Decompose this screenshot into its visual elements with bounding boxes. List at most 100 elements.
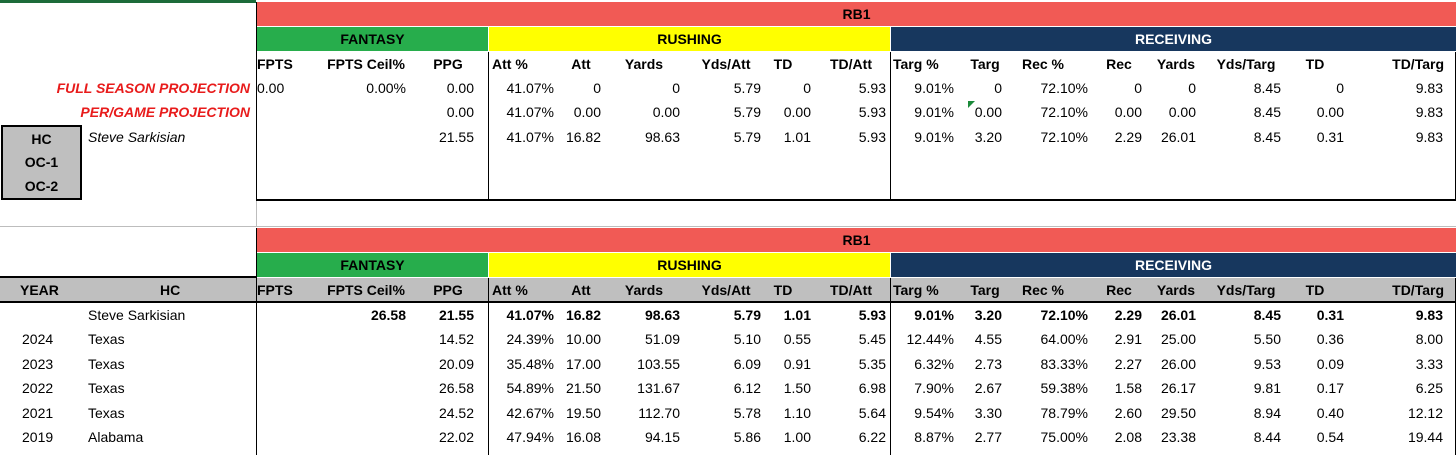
cell-targ: 0 bbox=[994, 80, 1002, 96]
cell-td-per-targ: 12.12 bbox=[1407, 404, 1443, 421]
cell-att: 10.00 bbox=[565, 331, 601, 348]
cell-targ-pct: 6.32% bbox=[914, 355, 954, 372]
cell-yards: 25.00 bbox=[1160, 331, 1196, 348]
cell-rec-pct: 72.10% bbox=[1040, 104, 1088, 120]
cell-td-per-targ: 9.83 bbox=[1415, 129, 1443, 145]
cell-td-per-att: 6.98 bbox=[858, 380, 886, 397]
bottom-position-title: RB1 bbox=[257, 228, 1456, 252]
cell-yards: 26.01 bbox=[1160, 307, 1196, 323]
per-game-projection-label: PER/GAME PROJECTION bbox=[80, 104, 250, 120]
cell-targ: 2.77 bbox=[974, 429, 1002, 445]
cell-yards: 23.38 bbox=[1160, 429, 1196, 445]
cell-td-per-att: 5.93 bbox=[858, 307, 886, 323]
col-header-fpts-ceilpct: FPTS Ceil% bbox=[327, 56, 405, 72]
bottom-rushing-header: RUSHING bbox=[489, 253, 890, 277]
cell-td-per-att: 5.93 bbox=[858, 129, 886, 145]
cell-targ: 3.20 bbox=[974, 307, 1002, 323]
cell-yds-per-att: 6.09 bbox=[733, 355, 761, 372]
col-header-targ: Targ bbox=[970, 282, 1000, 298]
col-header-ppg: PPG bbox=[433, 56, 463, 72]
cell-targ: 4.55 bbox=[974, 331, 1002, 348]
cell-yards: 0.00 bbox=[1168, 104, 1196, 120]
cell-yards: 26.01 bbox=[1160, 129, 1196, 145]
cell-yds-per-att: 5.79 bbox=[733, 80, 761, 96]
cell-targ-pct: 9.01% bbox=[914, 80, 954, 96]
cell-yards: 0.00 bbox=[652, 104, 680, 120]
season-row: 2024 Texas 14.52 24.39% 10.00 51.09 5.10 0.55 5.… bbox=[0, 327, 1456, 351]
top-left-accent bbox=[0, 0, 256, 3]
col-header-td: TD bbox=[1305, 56, 1325, 72]
cell-td: 0.09 bbox=[1316, 355, 1344, 372]
cell-targ: 0.00 bbox=[974, 104, 1002, 120]
col-header-yards: Yards bbox=[624, 56, 664, 72]
hc-cell: Alabama bbox=[88, 429, 144, 445]
cell-td: 1.50 bbox=[783, 380, 811, 397]
col-header-td-per-targ: TD/Targ bbox=[1392, 282, 1444, 298]
season-row: 2023 Texas 20.09 35.48% 17.00 103.55 6.09 0.91 5… bbox=[0, 352, 1456, 376]
cell-yards: 98.63 bbox=[644, 307, 680, 323]
cell-fpts: 0.00 bbox=[257, 80, 285, 96]
cell-rec: 0.00 bbox=[1114, 104, 1142, 120]
col-header-td: TD bbox=[773, 282, 793, 298]
bottom-column-headers: FPTS FPTS Ceil% PPG Att % Att Yards Yds/Att TD T… bbox=[0, 278, 1456, 302]
cell-yds-per-targ: 8.45 bbox=[1253, 104, 1281, 120]
cell-td: 1.00 bbox=[783, 429, 811, 445]
cell-td: 0.31 bbox=[1316, 129, 1344, 145]
cell-td-per-att: 5.93 bbox=[858, 104, 886, 120]
cell-yds-per-targ: 8.94 bbox=[1253, 404, 1281, 421]
cell-ppg: 24.52 bbox=[438, 404, 474, 421]
col-header-rec: Rec bbox=[1106, 282, 1132, 298]
hc-header: HC bbox=[160, 282, 181, 298]
season-row: 2021 Texas 24.52 42.67% 19.50 112.70 5.78 1.10 5… bbox=[0, 401, 1456, 425]
coach-summary-row: Steve Sarkisian 26.58 21.55 41.07% 16.82 98.6… bbox=[0, 303, 1456, 327]
cell-yards: 29.50 bbox=[1160, 404, 1196, 421]
cell-rec-pct: 72.10% bbox=[1040, 307, 1088, 323]
cell-yds-per-targ: 5.50 bbox=[1253, 331, 1281, 348]
cell-yards: 0 bbox=[672, 80, 680, 96]
cell-targ-pct: 9.01% bbox=[914, 307, 954, 323]
top-column-headers: FPTS FPTS Ceil% PPG Att % Att Yards Yds/Att TD T… bbox=[0, 52, 1456, 76]
cell-rec-pct: 72.10% bbox=[1040, 80, 1088, 96]
col-header-yds-per-att: Yds/Att bbox=[701, 56, 751, 72]
col-header-targ-pct: Targ % bbox=[893, 56, 939, 72]
cell-td: 0.31 bbox=[1316, 307, 1344, 323]
cell-fpts-ceilpct: 0.00% bbox=[366, 80, 406, 96]
cell-td: 0.17 bbox=[1316, 380, 1344, 397]
col-header-fpts-ceilpct: FPTS Ceil% bbox=[327, 282, 405, 298]
cell-rec: 2.91 bbox=[1114, 331, 1142, 348]
cell-td-per-targ: 8.00 bbox=[1415, 331, 1443, 348]
cell-att: 16.82 bbox=[565, 307, 601, 323]
coach-box: HC OC-1 OC-2 bbox=[1, 125, 82, 200]
cell-targ: 2.67 bbox=[974, 380, 1002, 397]
cell-ppg: 22.02 bbox=[438, 429, 474, 445]
col-header-rec: Rec bbox=[1106, 56, 1132, 72]
cell-targ: 3.20 bbox=[974, 129, 1002, 145]
col-header-td: TD bbox=[773, 56, 793, 72]
col-header-targ-pct: Targ % bbox=[893, 282, 939, 298]
cell-targ-pct: 9.54% bbox=[914, 404, 954, 421]
cell-td: 0.36 bbox=[1316, 331, 1344, 348]
cell-yds-per-targ: 8.45 bbox=[1253, 129, 1281, 145]
season-row: 2019 Alabama 22.02 47.94% 16.08 94.15 5.86 1.00… bbox=[0, 425, 1456, 449]
year-cell bbox=[22, 303, 62, 327]
cell-rec: 1.58 bbox=[1114, 380, 1142, 397]
cell-td: 0.40 bbox=[1316, 404, 1344, 421]
cell-att-pct: 41.07% bbox=[506, 80, 554, 96]
cell-td: 0 bbox=[1336, 80, 1344, 96]
cell-td: 1.01 bbox=[783, 307, 811, 323]
cell-yards: 94.15 bbox=[644, 429, 680, 445]
cell-att: 21.50 bbox=[565, 380, 601, 397]
col-header-yds-per-targ: Yds/Targ bbox=[1216, 282, 1276, 298]
year-cell: 2023 bbox=[22, 355, 54, 372]
cell-rec-pct: 75.00% bbox=[1040, 429, 1088, 445]
cell-targ-pct: 7.90% bbox=[914, 380, 954, 397]
cell-td: 0.91 bbox=[783, 355, 811, 372]
col-header-ppg: PPG bbox=[433, 282, 463, 298]
cell-rec-pct: 83.33% bbox=[1040, 355, 1088, 372]
cell-yards: 98.63 bbox=[644, 129, 680, 145]
year-cell: 2024 bbox=[22, 331, 54, 348]
cell-targ-pct: 9.01% bbox=[914, 104, 954, 120]
cell-td-per-targ: 9.83 bbox=[1415, 80, 1443, 96]
cell-att: 0.00 bbox=[573, 104, 601, 120]
hc-cell: Texas bbox=[88, 404, 125, 421]
